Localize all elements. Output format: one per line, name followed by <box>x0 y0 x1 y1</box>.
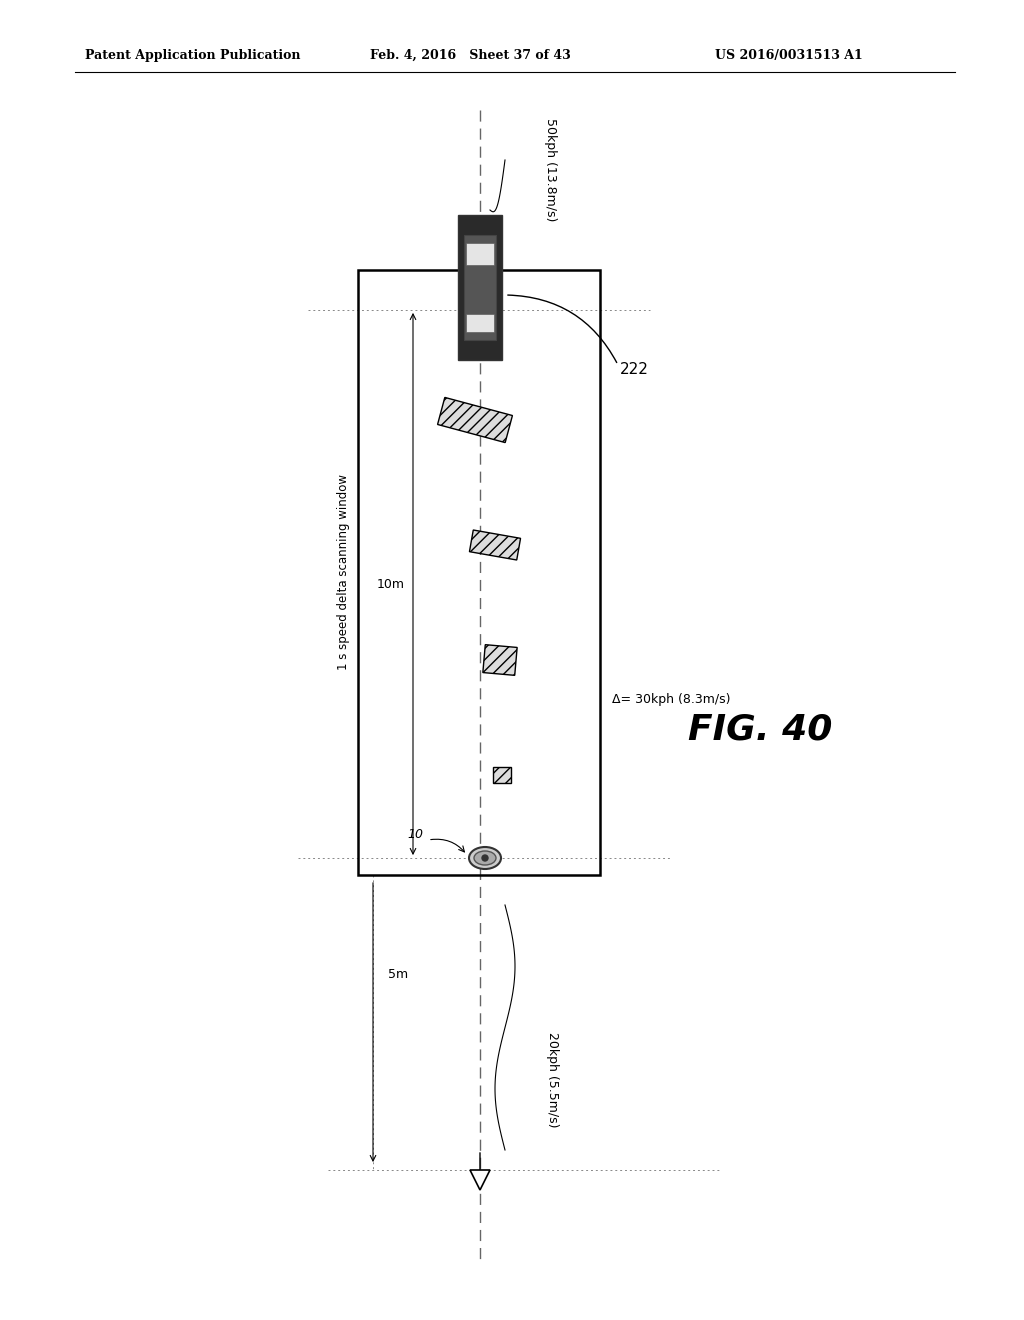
Bar <box>466 314 494 333</box>
Text: 50kph (13.8m/s): 50kph (13.8m/s) <box>544 119 556 222</box>
Text: Feb. 4, 2016   Sheet 37 of 43: Feb. 4, 2016 Sheet 37 of 43 <box>370 49 570 62</box>
Text: Δ= 30kph (8.3m/s): Δ= 30kph (8.3m/s) <box>612 693 730 706</box>
Text: US 2016/0031513 A1: US 2016/0031513 A1 <box>715 49 863 62</box>
Text: 10: 10 <box>407 829 423 842</box>
Bar <box>358 271 600 875</box>
Ellipse shape <box>474 851 496 865</box>
Text: 222: 222 <box>620 363 649 378</box>
Bar <box>464 235 496 341</box>
Bar <box>466 243 494 265</box>
Bar <box>483 644 517 676</box>
Polygon shape <box>470 1170 490 1191</box>
Text: 20kph (5.5m/s): 20kph (5.5m/s) <box>546 1032 558 1127</box>
Circle shape <box>482 855 488 861</box>
Text: Patent Application Publication: Patent Application Publication <box>85 49 300 62</box>
Bar <box>458 215 502 360</box>
Bar <box>469 531 520 560</box>
Bar <box>437 397 512 442</box>
Text: 1 s speed delta scanning window: 1 s speed delta scanning window <box>337 474 349 671</box>
Bar <box>493 767 511 783</box>
Text: 10m: 10m <box>377 578 406 590</box>
Text: 5m: 5m <box>388 969 408 982</box>
Text: FIG. 40: FIG. 40 <box>688 713 833 747</box>
Ellipse shape <box>469 847 501 869</box>
